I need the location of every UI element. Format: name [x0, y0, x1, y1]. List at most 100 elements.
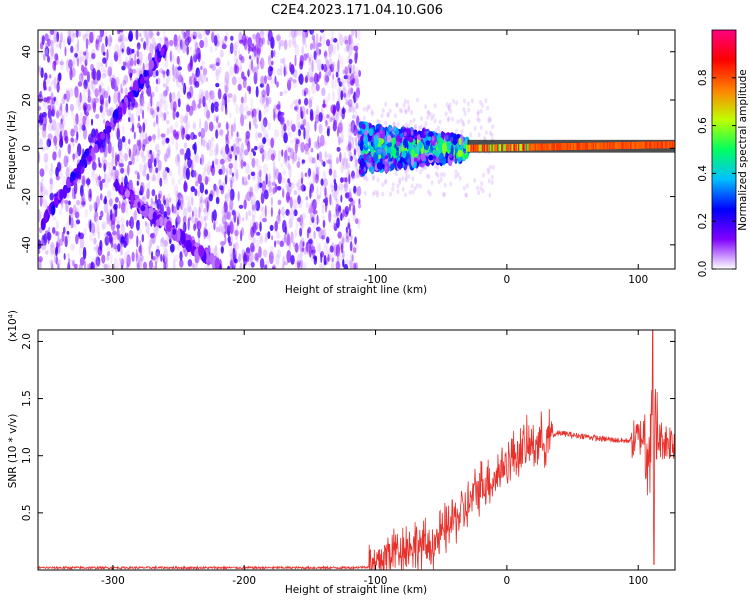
spectrogram-cell: [457, 149, 463, 158]
spectrogram-cell: [122, 198, 127, 207]
spectrogram-cell: [363, 135, 367, 141]
spectrogram-cell: [40, 71, 44, 76]
x-tick-label: 0: [504, 274, 511, 286]
spectrogram-cell: [349, 136, 353, 142]
spectrogram-cell: [278, 208, 281, 216]
spectrogram-cell: [55, 231, 60, 237]
spectrogram-cell: [139, 245, 145, 256]
spectrogram-cell: [240, 113, 245, 127]
spectrogram-cell: [326, 39, 331, 47]
spectrogram-cell: [105, 102, 109, 113]
spectrogram-cell: [267, 181, 272, 192]
spectrogram-cell: [210, 102, 215, 114]
spectrogram-cell: [198, 131, 202, 137]
spectrogram-cell: [487, 178, 491, 184]
spectrogram-cell: [204, 90, 209, 101]
spectrogram-cell: [190, 162, 196, 171]
spectrogram-cell: [299, 248, 303, 260]
spectrogram-cell: [355, 92, 360, 100]
spectrogram-cell: [299, 227, 303, 237]
spectrogram-cell: [288, 182, 292, 187]
spectrogram-cell: [229, 42, 234, 55]
spectrogram-cell: [139, 93, 144, 107]
spectrogram-cell: [102, 51, 106, 56]
spectrogram-cell: [182, 207, 187, 220]
spectrogram-cell: [260, 192, 265, 205]
spectrogram-cell: [223, 76, 228, 89]
spectrogram-cell: [94, 173, 98, 183]
spectrogram-cell: [38, 137, 42, 144]
spectrogram-cell: [470, 98, 474, 104]
spectrogram-cell: [241, 217, 245, 222]
spectrogram-cell: [200, 127, 206, 139]
spectrogram-cell: [254, 112, 257, 119]
spectrogram-cell: [122, 61, 127, 66]
spectrogram-cell: [214, 244, 218, 253]
spectrogram-cell: [48, 95, 53, 103]
spectrogram-cell: [268, 184, 273, 197]
chart-title: C2E4.2023.171.04.10.G06: [271, 3, 443, 18]
spectrogram-cell: [441, 142, 448, 154]
spectrogram-cell: [270, 137, 275, 149]
spectrogram-cell: [318, 263, 323, 269]
spectrogram-cell: [93, 237, 97, 245]
spectrogram-cell: [147, 244, 152, 251]
spectrogram-cell: [287, 147, 292, 153]
spectrogram-cell: [309, 76, 315, 83]
spectrogram-cell: [213, 221, 216, 231]
spectrogram-cell: [69, 67, 73, 81]
spectrogram-cell: [160, 47, 165, 56]
spectrogram-cell: [127, 164, 130, 176]
spectrogram-cell: [203, 197, 209, 203]
spectrogram-cell: [103, 119, 106, 124]
spectrogram-cell: [338, 32, 342, 40]
spectrogram-cell: [217, 122, 222, 128]
spectrogram-cell: [123, 74, 129, 84]
spectrogram-cell: [65, 103, 69, 113]
spectrogram-cell: [238, 54, 243, 61]
spectrogram-cell: [94, 88, 99, 98]
spectrogram-cell: [328, 168, 333, 176]
spectrogram-cell: [357, 139, 361, 145]
spectrogram-cell: [410, 183, 414, 189]
spectrogram-cell: [338, 136, 341, 146]
spectrogram-cell: [355, 261, 358, 269]
spectrogram-cell: [55, 255, 58, 265]
spectrogram-cell: [180, 198, 185, 205]
spectrogram-cell: [50, 39, 54, 45]
spectrogram-cell: [148, 135, 152, 142]
spectrogram-cell: [177, 66, 183, 71]
spectrogram-cell: [169, 50, 172, 62]
spectrogram-cell: [349, 79, 355, 86]
spectrogram-cell: [345, 183, 349, 189]
spectrogram-cell: [271, 235, 274, 241]
spectrogram-cell: [111, 146, 115, 160]
spectrogram-cell: [467, 119, 471, 125]
spectrogram-cell: [274, 240, 277, 248]
spectrogram-cell: [98, 160, 101, 168]
spectrogram-cell: [260, 119, 266, 132]
spectrogram-cell: [52, 35, 58, 44]
spectrogram-cell: [214, 257, 220, 269]
spectrogram-cell: [185, 195, 190, 202]
spectrogram-cell: [347, 88, 353, 96]
spectrogram-cell: [320, 178, 324, 186]
spectrogram-cell: [133, 209, 138, 221]
spectrogram-cell: [415, 182, 419, 188]
spectrogram-cell: [98, 174, 101, 187]
spectrogram-cell: [151, 232, 156, 245]
spectrogram-cell: [244, 92, 247, 104]
spectrogram-cell: [282, 57, 286, 65]
spectrogram-cell: [124, 189, 131, 198]
spectrogram-cell: [291, 155, 295, 165]
spectrogram-cell: [235, 223, 238, 233]
spectrogram-cell: [353, 262, 357, 269]
spectrogram-cell: [219, 49, 224, 58]
spectrogram-cell: [269, 224, 274, 231]
spectrogram-cell: [312, 209, 318, 215]
spectrogram-cell: [166, 127, 169, 136]
spectrogram-cell: [163, 239, 168, 248]
spectrogram-cell: [52, 151, 57, 161]
spectrogram-cell: [262, 117, 268, 128]
spectrogram-cell: [126, 219, 129, 227]
